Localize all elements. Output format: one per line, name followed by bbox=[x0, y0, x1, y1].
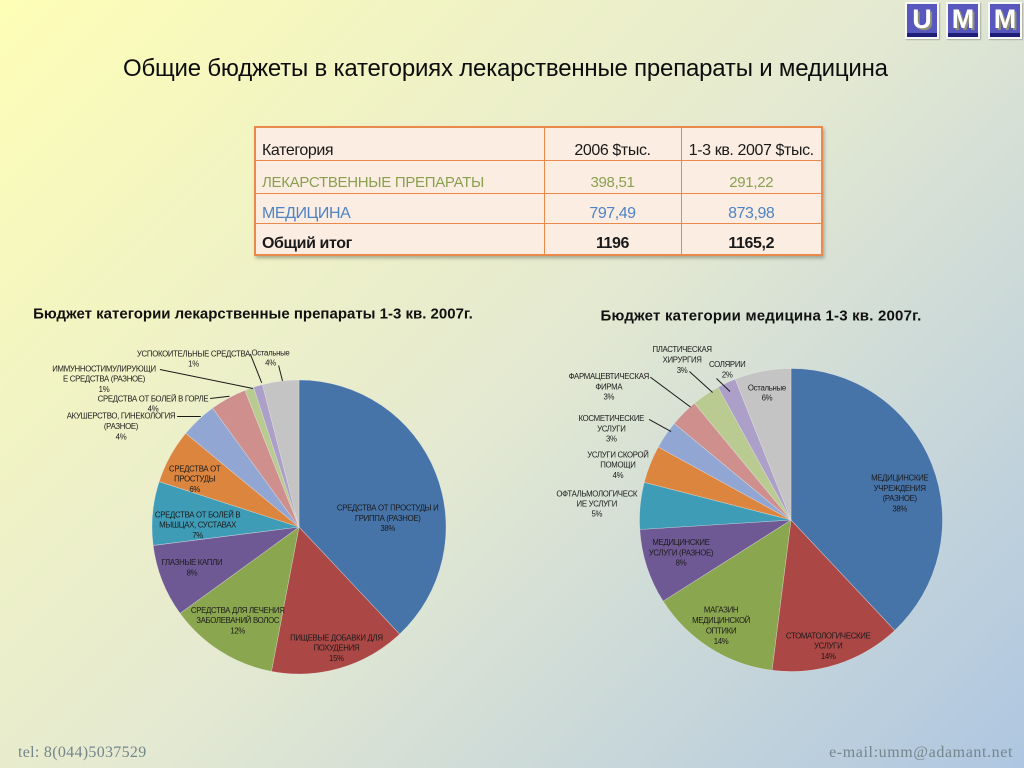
svg-text:14%: 14% bbox=[714, 637, 729, 646]
svg-text:МАГАЗИН: МАГАЗИН bbox=[704, 606, 738, 615]
svg-text:4%: 4% bbox=[613, 471, 624, 480]
svg-text:СТОМАТОЛОГИЧЕСКИЕ: СТОМАТОЛОГИЧЕСКИЕ bbox=[786, 631, 871, 640]
svg-text:14%: 14% bbox=[821, 652, 836, 661]
svg-text:2%: 2% bbox=[722, 370, 733, 379]
svg-text:УЧРЕЖДЕНИЯ: УЧРЕЖДЕНИЯ bbox=[874, 484, 926, 493]
svg-text:1%: 1% bbox=[188, 360, 199, 369]
svg-text:(РАЗНОЕ): (РАЗНОЕ) bbox=[104, 422, 139, 431]
svg-text:Остальные: Остальные bbox=[252, 348, 290, 357]
svg-text:СРЕДСТВА ОТ ПРОСТУДЫ И: СРЕДСТВА ОТ ПРОСТУДЫ И bbox=[337, 504, 439, 513]
svg-text:Бюджет категории медицина 1-3: Бюджет категории медицина 1-3 кв. 2007г. bbox=[601, 308, 922, 325]
svg-text:ИЕ УСЛУГИ: ИЕ УСЛУГИ bbox=[577, 500, 618, 509]
svg-text:3%: 3% bbox=[603, 393, 614, 402]
svg-text:8%: 8% bbox=[676, 559, 687, 568]
svg-text:38%: 38% bbox=[380, 524, 395, 533]
svg-text:ИММУННОСТИМУЛИРУЮЩИ: ИММУННОСТИМУЛИРУЮЩИ bbox=[52, 364, 156, 373]
svg-text:ФИРМА: ФИРМА bbox=[595, 382, 623, 391]
svg-text:СРЕДСТВА ОТ БОЛЕЙ В: СРЕДСТВА ОТ БОЛЕЙ В bbox=[155, 511, 240, 520]
svg-text:УСЛУГИ (РАЗНОЕ): УСЛУГИ (РАЗНОЕ) bbox=[649, 548, 714, 557]
svg-text:ПОМОЩИ: ПОМОЩИ bbox=[600, 461, 635, 470]
svg-text:СОЛЯРИИ: СОЛЯРИИ bbox=[709, 360, 746, 369]
svg-text:ФАРМАЦЕВТИЧЕСКАЯ: ФАРМАЦЕВТИЧЕСКАЯ bbox=[569, 372, 649, 381]
svg-text:УСЛУГИ СКОРОЙ: УСЛУГИ СКОРОЙ bbox=[587, 450, 648, 459]
svg-text:УСПОКОИТЕЛЬНЫЕ СРЕДСТВА: УСПОКОИТЕЛЬНЫЕ СРЕДСТВА bbox=[137, 349, 251, 358]
svg-text:СРЕДСТВА ОТ БОЛЕЙ В ГОРЛЕ: СРЕДСТВА ОТ БОЛЕЙ В ГОРЛЕ bbox=[98, 394, 209, 403]
svg-text:3%: 3% bbox=[606, 435, 617, 444]
svg-text:5%: 5% bbox=[591, 510, 602, 519]
svg-text:4%: 4% bbox=[116, 432, 127, 441]
svg-text:ПРОСТУДЫ: ПРОСТУДЫ bbox=[174, 475, 216, 484]
svg-text:УСЛУГИ: УСЛУГИ bbox=[597, 424, 625, 433]
svg-text:38%: 38% bbox=[892, 505, 907, 514]
svg-text:8%: 8% bbox=[187, 568, 198, 577]
svg-text:СРЕДСТВА ДЛЯ ЛЕЧЕНИЯ: СРЕДСТВА ДЛЯ ЛЕЧЕНИЯ bbox=[191, 606, 285, 615]
svg-text:ГЛАЗНЫЕ КАПЛИ: ГЛАЗНЫЕ КАПЛИ bbox=[162, 558, 223, 567]
svg-text:СРЕДСТВА ОТ: СРЕДСТВА ОТ bbox=[169, 465, 221, 474]
svg-text:Остальные: Остальные bbox=[748, 383, 786, 392]
svg-text:6%: 6% bbox=[762, 394, 773, 403]
svg-text:(РАЗНОЕ): (РАЗНОЕ) bbox=[883, 494, 918, 503]
svg-text:УСЛУГИ: УСЛУГИ bbox=[814, 642, 842, 651]
svg-text:КОСМЕТИЧЕСКИЕ: КОСМЕТИЧЕСКИЕ bbox=[578, 414, 644, 423]
svg-text:ОПТИКИ: ОПТИКИ bbox=[706, 626, 736, 635]
svg-text:3%: 3% bbox=[677, 366, 688, 375]
svg-text:15%: 15% bbox=[329, 654, 344, 663]
svg-text:ПОХУДЕНИЯ: ПОХУДЕНИЯ bbox=[314, 644, 360, 653]
svg-text:ПЛАСТИЧЕСКАЯ: ПЛАСТИЧЕСКАЯ bbox=[652, 345, 711, 354]
svg-text:4%: 4% bbox=[265, 359, 276, 368]
svg-text:АКУШЕРСТВО, ГИНЕКОЛОГИЯ: АКУШЕРСТВО, ГИНЕКОЛОГИЯ bbox=[67, 412, 176, 421]
svg-text:МЕДИЦИНСКОЙ: МЕДИЦИНСКОЙ bbox=[692, 616, 750, 625]
svg-text:ЗАБОЛЕВАНИЙ ВОЛОС: ЗАБОЛЕВАНИЙ ВОЛОС bbox=[196, 616, 280, 625]
svg-text:ХИРУРГИЯ: ХИРУРГИЯ bbox=[663, 355, 702, 364]
svg-text:МЕДИЦИНСКИЕ: МЕДИЦИНСКИЕ bbox=[652, 538, 709, 547]
svg-text:12%: 12% bbox=[230, 626, 245, 635]
svg-text:Е СРЕДСТВА (РАЗНОЕ): Е СРЕДСТВА (РАЗНОЕ) bbox=[63, 375, 146, 384]
svg-text:Бюджет категории лекарственные: Бюджет категории лекарственные препараты… bbox=[33, 306, 473, 323]
svg-text:ГРИППА (РАЗНОЕ): ГРИППА (РАЗНОЕ) bbox=[355, 514, 421, 523]
svg-text:7%: 7% bbox=[192, 531, 203, 540]
svg-text:МЫШЦАХ, СУСТАВАХ: МЫШЦАХ, СУСТАВАХ bbox=[159, 521, 237, 530]
svg-text:6%: 6% bbox=[189, 485, 200, 494]
svg-text:4%: 4% bbox=[148, 405, 159, 414]
svg-text:МЕДИЦИНСКИЕ: МЕДИЦИНСКИЕ bbox=[871, 473, 928, 482]
svg-text:ОФТАЛЬМОЛОГИЧЕСК: ОФТАЛЬМОЛОГИЧЕСК bbox=[556, 489, 637, 498]
svg-text:1%: 1% bbox=[99, 385, 110, 394]
svg-text:ПИЩЕВЫЕ ДОБАВКИ ДЛЯ: ПИЩЕВЫЕ ДОБАВКИ ДЛЯ bbox=[290, 634, 383, 643]
